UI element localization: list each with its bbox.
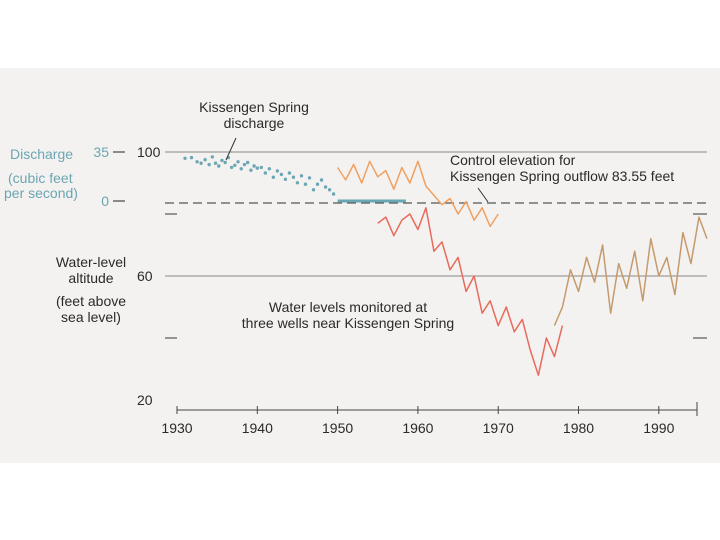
- chart-canvas: 1930 1940 1950 1960 1970 1980 1990 100 60 20 35 0: [93, 137, 708, 436]
- y-tick-label-20: 20: [137, 392, 153, 408]
- water-level-series-4: [553, 216, 708, 326]
- discharge-point-21: [259, 165, 264, 170]
- discharge-point-36: [319, 178, 324, 182]
- annotation-spring-line2: discharge: [223, 114, 285, 131]
- discharge-point-32: [303, 182, 308, 186]
- discharge-point-31: [299, 174, 304, 178]
- discharge-point-33: [307, 176, 312, 180]
- discharge-point-35: [315, 182, 320, 186]
- water-label-line4: sea level): [61, 309, 121, 326]
- discharge-label-line2: (cubic feet: [8, 169, 73, 186]
- y-tick-label-60: 60: [137, 268, 153, 284]
- discharge-point-8: [217, 164, 221, 168]
- water-level-series-2: [336, 160, 499, 228]
- x-tick-label-1940: 1940: [242, 420, 273, 436]
- discharge-axis-label: Discharge (cubic feet per second): [4, 146, 78, 202]
- discharge-point-27: [283, 177, 288, 181]
- discharge-point-13: [233, 163, 237, 167]
- x-tick-label-1930: 1930: [161, 420, 192, 436]
- discharge-point-12: [229, 165, 234, 170]
- discharge-point-1: [189, 155, 194, 160]
- discharge-point-4: [203, 158, 207, 162]
- discharge-point-28: [287, 171, 292, 175]
- discharge-point-7: [213, 161, 218, 165]
- figure-panel: 1930 1940 1950 1960 1970 1980 1990 100 60 20 35 0 K…: [0, 68, 720, 463]
- spring-leader-line: [225, 137, 237, 161]
- control-leader-line: [477, 187, 489, 203]
- annotation-wells: Water levels monitored at three wells ne…: [228, 299, 468, 331]
- discharge-point-10: [223, 160, 227, 165]
- discharge-point-29: [291, 175, 296, 179]
- x-tick-label-1990: 1990: [643, 420, 674, 436]
- discharge-point-39: [331, 192, 336, 196]
- annotation-control: Control elevation for Kissengen Spring o…: [450, 152, 675, 184]
- discharge-point-24: [271, 175, 276, 179]
- water-level-series-3: [377, 207, 564, 376]
- annotation-wells-line1: Water levels monitored at: [268, 299, 428, 315]
- discharge-point-25: [275, 169, 280, 173]
- discharge-point-14: [236, 160, 240, 164]
- discharge-tick-label-0: 0: [101, 193, 109, 209]
- discharge-point-16: [242, 162, 247, 167]
- discharge-label-line3: per second): [4, 185, 78, 202]
- annotation-control-line2: Kissengen Spring outflow 83.55 feet: [450, 167, 675, 184]
- discharge-point-22: [263, 171, 268, 175]
- discharge-point-15: [239, 167, 243, 171]
- discharge-point-0: [183, 156, 187, 160]
- discharge-point-20: [255, 166, 260, 170]
- discharge-point-2: [195, 160, 199, 164]
- annotation-spring: Kissengen Spring discharge: [184, 99, 324, 131]
- discharge-label-line1: Discharge: [10, 146, 74, 162]
- x-tick-label-1970: 1970: [483, 420, 514, 436]
- discharge-point-34: [311, 188, 316, 192]
- water-level-axis-label: Water-level altitude (feet above sea lev…: [46, 254, 136, 326]
- x-tick-label-1980: 1980: [563, 420, 594, 436]
- water-label-line3: (feet above: [55, 293, 127, 310]
- discharge-point-37: [323, 185, 328, 189]
- water-label-line2: altitude: [68, 269, 114, 286]
- discharge-point-5: [207, 162, 211, 167]
- y-tick-label-100: 100: [137, 144, 161, 160]
- discharge-point-9: [220, 158, 224, 163]
- annotation-wells-line2: three wells near Kissengen Spring: [241, 314, 455, 331]
- annotation-control-line1: Control elevation for: [450, 152, 576, 168]
- discharge-point-38: [327, 188, 332, 192]
- discharge-point-26: [279, 172, 284, 177]
- discharge-tick-label-35: 35: [93, 144, 109, 160]
- discharge-point-18: [249, 168, 253, 172]
- x-tick-label-1960: 1960: [402, 420, 433, 436]
- discharge-point-3: [199, 161, 203, 165]
- water-label-line1: Water-level: [55, 254, 127, 270]
- discharge-point-6: [210, 155, 215, 159]
- discharge-point-23: [267, 167, 272, 171]
- x-tick-label-1950: 1950: [322, 420, 353, 436]
- annotation-spring-line1: Kissengen Spring: [199, 99, 309, 115]
- discharge-point-19: [252, 164, 256, 168]
- discharge-point-17: [245, 160, 250, 165]
- discharge-point-30: [295, 181, 300, 185]
